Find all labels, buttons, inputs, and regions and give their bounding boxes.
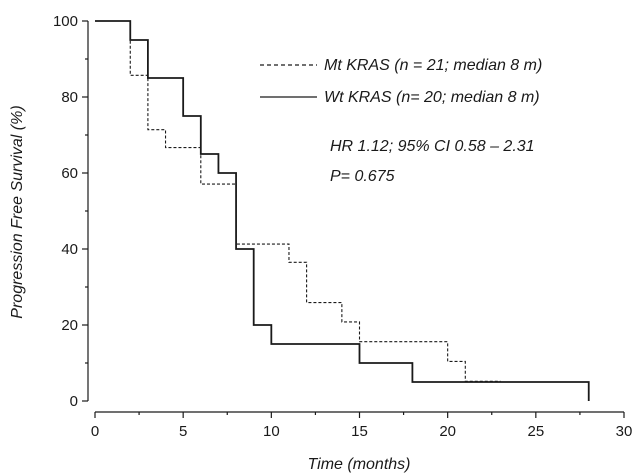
x-axis-title: Time (months) (308, 456, 411, 473)
x-tick-label: 5 (179, 423, 187, 440)
x-tick-label: 20 (439, 423, 456, 440)
y-tick-label: 40 (61, 241, 78, 258)
x-tick-label: 0 (91, 423, 99, 440)
legend: Mt KRAS (n = 21; median 8 m) Wt KRAS (n=… (260, 57, 542, 106)
y-tick-label: 60 (61, 165, 78, 182)
survival-curves (95, 20, 590, 401)
axes: 0 20 40 60 80 100 0 5 10 15 20 25 30 (53, 13, 632, 440)
mt-kras-curve (95, 20, 501, 382)
x-tick-label: 25 (527, 423, 544, 440)
wt-kras-curve (95, 20, 590, 401)
y-tick-label: 20 (61, 317, 78, 334)
y-tick-label: 80 (61, 89, 78, 106)
hazard-ratio-annotation: HR 1.12; 95% CI 0.58 – 2.31 (330, 138, 535, 155)
legend-label-wt-kras: Wt KRAS (n= 20; median 8 m) (324, 89, 540, 106)
y-axis-title: Progression Free Survival (%) (9, 105, 26, 318)
y-tick-label: 100 (53, 13, 78, 30)
legend-label-mt-kras: Mt KRAS (n = 21; median 8 m) (324, 57, 542, 74)
x-tick-label: 15 (351, 423, 368, 440)
x-tick-label: 10 (263, 423, 280, 440)
y-tick-label: 0 (70, 393, 78, 410)
p-value-annotation: P= 0.675 (330, 168, 395, 185)
x-tick-label: 30 (616, 423, 633, 440)
